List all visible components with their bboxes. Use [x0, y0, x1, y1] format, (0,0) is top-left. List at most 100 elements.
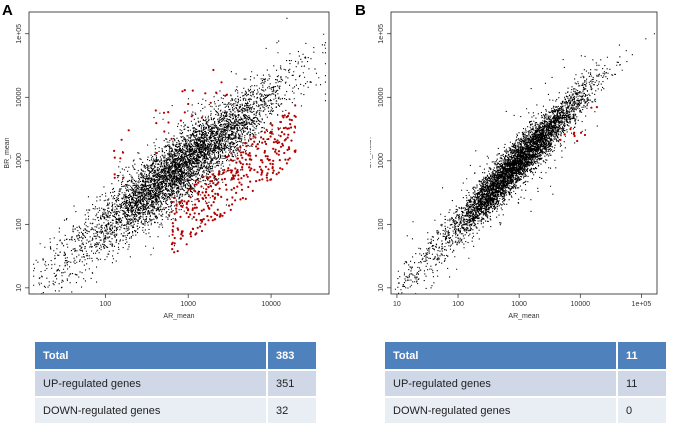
de-gene-point — [175, 211, 178, 214]
de-gene-point — [237, 174, 240, 177]
de-gene-point — [217, 172, 221, 175]
de-gene-point — [258, 179, 261, 182]
de-gene-point — [254, 154, 258, 157]
de-gene-point — [214, 177, 217, 181]
de-gene-point — [265, 128, 268, 131]
y-tick-label: 1000 — [16, 153, 23, 169]
de-gene-point — [180, 199, 183, 202]
de-gene-point — [155, 122, 158, 125]
de-gene-point — [279, 120, 282, 124]
de-gene-point — [272, 147, 275, 150]
de-gene-point — [590, 106, 593, 109]
de-gene-point — [277, 150, 281, 153]
de-gene-point — [245, 152, 248, 155]
y-tick-label: 100 — [16, 218, 23, 230]
de-gene-point — [563, 133, 566, 136]
de-gene-point — [197, 181, 200, 184]
de-gene-point — [225, 188, 228, 191]
de-gene-point — [204, 196, 208, 199]
de-gene-point — [276, 139, 279, 142]
de-gene-point — [206, 176, 209, 179]
de-gene-point — [248, 163, 251, 166]
de-gene-point — [260, 159, 263, 162]
de-gene-point — [181, 90, 184, 93]
y-tick-label: 1e+05 — [378, 24, 385, 44]
de-gene-point — [249, 138, 252, 141]
de-gene-point — [204, 223, 207, 226]
de-gene-point — [245, 145, 248, 148]
de-gene-point — [186, 209, 190, 212]
de-gene-point — [294, 150, 297, 153]
de-gene-point — [241, 196, 244, 200]
de-gene-point — [282, 127, 285, 130]
de-gene-point — [265, 142, 268, 146]
de-gene-point — [187, 188, 190, 191]
de-gene-point — [293, 131, 296, 134]
de-gene-point — [202, 208, 205, 211]
de-gene-point — [279, 135, 282, 138]
de-gene-point — [249, 154, 252, 157]
de-gene-point — [189, 196, 192, 199]
de-gene-point — [113, 176, 116, 179]
de-gene-point — [190, 115, 193, 118]
x-axis-label: AR_mean — [163, 313, 194, 320]
de-gene-point — [248, 158, 251, 161]
de-gene-point — [216, 214, 219, 217]
de-gene-point — [231, 159, 235, 162]
x-tick-label: 10 — [393, 301, 401, 308]
scatter-plot-a: 100 1000 10000 10 100 1000 10000 1e+05 AR_mean BR… — [4, 11, 330, 320]
de-gene-point — [185, 212, 188, 215]
de-gene-point — [200, 220, 204, 223]
de-gene-point — [173, 236, 176, 240]
de-gene-point — [197, 191, 200, 194]
de-gene-point — [205, 188, 208, 191]
de-gene-point — [583, 133, 587, 137]
de-gene-point — [282, 116, 285, 119]
y-tick-label: 10000 — [16, 87, 23, 107]
de-gene-point — [274, 140, 278, 143]
x-tick-label: 100 — [99, 301, 111, 308]
de-gene-point — [187, 102, 190, 106]
de-gene-point — [262, 137, 265, 141]
de-gene-point — [280, 131, 283, 134]
de-gene-point — [251, 189, 254, 192]
de-gene-point — [218, 170, 221, 173]
table-a-up-row: UP-regulated genes 351 — [35, 370, 316, 398]
de-gene-point — [167, 111, 170, 114]
de-gene-point — [223, 177, 226, 181]
de-gene-point — [232, 177, 235, 180]
de-gene-point — [212, 201, 215, 204]
table-b-up-label: UP-regulated genes — [385, 370, 617, 398]
de-gene-point — [195, 218, 198, 221]
de-gene-point — [193, 212, 196, 215]
de-gene-point — [176, 250, 179, 253]
de-gene-point — [275, 152, 278, 155]
de-gene-point — [264, 155, 267, 158]
de-gene-point — [178, 200, 181, 204]
de-gene-point — [229, 208, 232, 211]
de-gene-point — [256, 147, 259, 150]
de-gene-point — [221, 178, 224, 181]
de-gene-point — [155, 151, 158, 155]
de-gene-point — [175, 207, 178, 210]
de-gene-point — [244, 158, 247, 161]
de-gene-point — [189, 213, 192, 216]
series-all-genes-points — [33, 17, 326, 294]
de-gene-point — [214, 212, 217, 215]
de-gene-point — [276, 141, 279, 145]
de-gene-point — [269, 178, 272, 181]
de-gene-point — [245, 163, 248, 166]
table-a-total-row: Total 383 — [35, 342, 316, 371]
x-tick-label: 1e+05 — [632, 301, 652, 308]
de-gene-point — [272, 159, 275, 162]
de-gene-point — [272, 141, 275, 144]
table-b-down-value: 0 — [616, 397, 666, 425]
de-gene-point — [256, 143, 259, 146]
de-gene-point — [277, 171, 280, 174]
de-gene-point — [213, 174, 216, 177]
de-gene-point — [180, 233, 183, 236]
de-gene-point — [266, 179, 269, 182]
de-gene-point — [170, 210, 173, 213]
de-gene-point — [287, 158, 290, 161]
de-gene-point — [200, 116, 203, 119]
